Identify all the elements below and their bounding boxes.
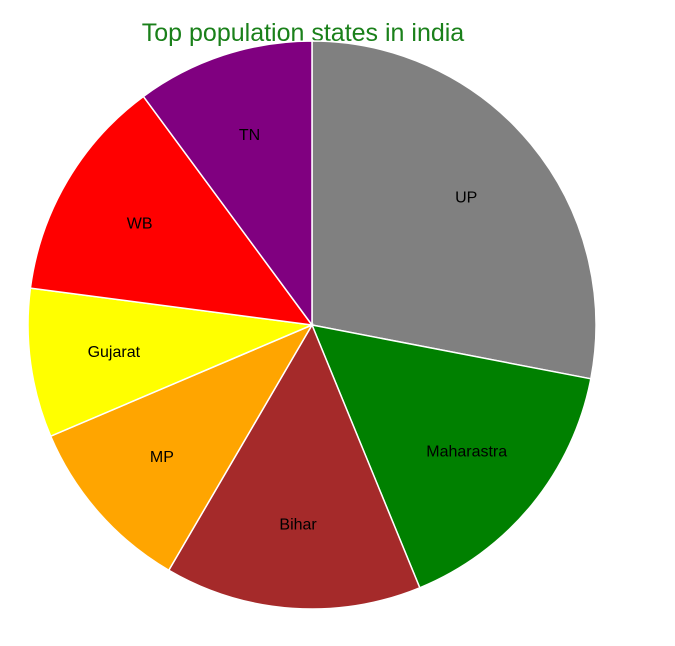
pie-slice-maharastra (310, 324, 592, 589)
slice-label-wb: WB (127, 215, 153, 232)
pie-slice-bihar (167, 323, 421, 610)
slice-label-tn: TN (239, 127, 260, 144)
slice-label-up: UP (455, 190, 477, 207)
pie-slice-gujarat (27, 287, 315, 438)
pie-slice-up (311, 40, 597, 380)
slice-label-bihar: Bihar (279, 517, 317, 534)
pie-slices (27, 40, 597, 610)
slice-label-mp: MP (150, 449, 174, 466)
pie-slice-wb (29, 95, 314, 326)
pie-slice-mp (49, 323, 314, 572)
pie-labels: UP Maharastra Bihar MP Gujarat WB TN (88, 127, 508, 534)
slice-label-gujarat: Gujarat (88, 344, 141, 361)
pie-slice-tn (142, 40, 313, 328)
slice-label-maharastra: Maharastra (426, 444, 507, 461)
